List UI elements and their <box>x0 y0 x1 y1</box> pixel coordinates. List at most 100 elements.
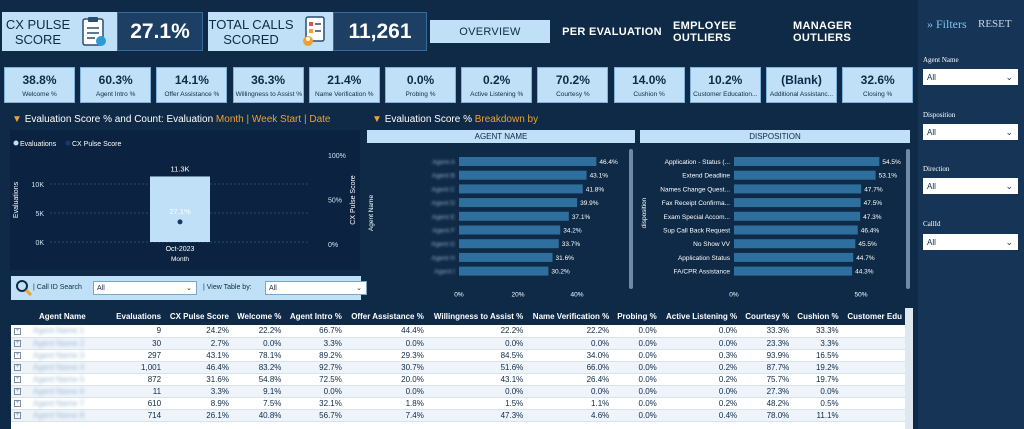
hbar[interactable] <box>734 184 862 194</box>
expand-row-icon[interactable]: + <box>14 375 21 383</box>
expand-row-icon[interactable]: + <box>14 351 21 359</box>
table-row[interactable]: + Agent Name 6 11 3.3% 9.1% 0.0% 0.0% 0.0% 0.0% 0… <box>11 385 905 398</box>
metric-card[interactable]: 60.3% Agent Intro % <box>80 67 152 103</box>
metric-card[interactable]: 14.1% Offer Assistance % <box>156 67 228 103</box>
table-cell: 0.0% <box>612 385 660 398</box>
reset-button[interactable]: RESET <box>978 18 1012 30</box>
table-row[interactable]: + Agent Name 2 30 2.7% 0.0% 3.3% 0.0% 0.0% 0.0% 0… <box>11 337 905 350</box>
hbar[interactable] <box>734 170 876 180</box>
table-cell: 9 <box>111 325 165 338</box>
filter-direction-select[interactable]: All ⌄ <box>923 178 1018 194</box>
column-header[interactable]: Courtesy % <box>740 308 793 325</box>
x-tick-label: 40% <box>570 291 583 298</box>
column-header[interactable]: Willingness to Assist % <box>426 308 527 325</box>
metric-card[interactable]: 14.0% Cushion % <box>613 67 685 103</box>
metric-value: (Blank) <box>781 73 822 87</box>
expand-row-icon[interactable]: + <box>14 387 21 395</box>
column-header[interactable]: Name Verification % <box>526 308 613 325</box>
column-header[interactable]: Evaluations <box>111 308 165 325</box>
metric-card[interactable]: 32.6% Closing % <box>842 67 914 103</box>
filter-callid-select[interactable]: All ⌄ <box>923 234 1018 250</box>
chart-scrollbar[interactable] <box>906 149 910 289</box>
table-scrollbar[interactable] <box>905 308 913 429</box>
metric-card[interactable]: 0.0% Probing % <box>385 67 456 103</box>
filter-agent-name-select[interactable]: All ⌄ <box>923 69 1018 85</box>
bar-category-label: No Show VV <box>693 241 731 248</box>
tab-per-evaluation[interactable]: PER EVALUATION <box>562 25 662 38</box>
x-tick-label: Oct-2023 <box>166 246 195 253</box>
agent-name: Agent Name 2 <box>33 338 85 348</box>
cx-pulse-point[interactable] <box>177 219 183 225</box>
filter-disposition-select[interactable]: All ⌄ <box>923 124 1018 140</box>
table-row[interactable]: + Agent Name 7 610 8.9% 7.5% 32.1% 1.8% 1.5% 1.1… <box>11 397 905 410</box>
hbar[interactable] <box>459 184 583 194</box>
table-row[interactable]: + Agent Name 3 297 43.1% 78.1% 89.2% 29.3% 84.5… <box>11 349 905 362</box>
chart-scrollbar[interactable] <box>629 149 633 289</box>
hbar[interactable] <box>459 198 578 208</box>
hbar[interactable] <box>734 239 856 249</box>
drill-month-link[interactable]: Month <box>215 114 244 125</box>
column-header[interactable]: Offer Assistance % <box>344 308 427 325</box>
hbar[interactable] <box>734 266 853 276</box>
column-header[interactable]: Welcome % <box>231 308 285 325</box>
chevron-down-icon: ⌄ <box>1005 71 1013 82</box>
table-cell: 297 <box>111 349 165 362</box>
hbar[interactable] <box>734 157 880 166</box>
metric-card[interactable]: (Blank) Additional Assistanc... <box>766 67 837 103</box>
hbar[interactable] <box>459 170 587 180</box>
filters-title[interactable]: » Filters <box>927 17 967 31</box>
table-cell: 26.1% <box>164 409 232 422</box>
hbar[interactable] <box>734 198 861 208</box>
table-cell: 84.5% <box>426 349 527 362</box>
drill-week-start-link[interactable]: Week Start <box>251 114 302 125</box>
table-row[interactable]: + Agent Name 1 9 24.2% 22.2% 66.7% 44.4% 22.2% 2… <box>11 325 905 338</box>
column-header[interactable]: Active Listening % <box>659 308 741 325</box>
metric-card[interactable]: 21.4% Name Verification % <box>308 67 380 103</box>
expand-row-icon[interactable]: + <box>14 411 21 419</box>
column-header[interactable]: Cushion % <box>792 308 842 325</box>
column-header[interactable]: Agent Name <box>11 308 111 325</box>
tab-employee-outliers[interactable]: EMPLOYEE OUTLIERS <box>673 19 737 44</box>
metric-card[interactable]: 38.8% Welcome % <box>4 67 75 103</box>
hbar[interactable] <box>734 225 858 235</box>
table-cell: 714 <box>111 409 165 422</box>
table-row[interactable]: + Agent Name 4 1,001 46.4% 83.2% 92.7% 30.7% 51… <box>11 361 905 374</box>
hbar[interactable] <box>459 211 569 221</box>
hbar[interactable] <box>734 211 861 221</box>
expand-row-icon[interactable]: + <box>14 399 21 407</box>
call-id-search-select[interactable]: All ⌄ <box>93 281 197 295</box>
collapse-triangle-icon[interactable]: ▼ <box>372 114 382 125</box>
collapse-triangle-icon[interactable]: ▼ <box>12 114 22 125</box>
hbar[interactable] <box>734 252 854 262</box>
expand-row-icon[interactable]: + <box>14 363 21 371</box>
column-header[interactable]: CX Pulse Score <box>164 308 232 325</box>
table-cell: 22.2% <box>426 325 527 338</box>
column-header[interactable]: Agent Intro % <box>284 308 345 325</box>
expand-row-icon[interactable]: + <box>14 327 21 335</box>
disposition-chart-panel: DISPOSITION disposition Application - Sta… <box>640 130 912 298</box>
table-row[interactable]: + Agent Name 8 714 26.1% 40.8% 56.7% 7.4% 47.3%… <box>11 409 905 422</box>
hbar[interactable] <box>459 266 549 276</box>
hbar[interactable] <box>459 239 559 249</box>
table-cell: 19.2% <box>792 361 842 374</box>
metric-card[interactable]: 70.2% Courtesy % <box>537 67 609 103</box>
table-cell: 0.0% <box>344 385 427 398</box>
tab-manager-outliers[interactable]: MANAGER OUTLIERS <box>793 19 852 44</box>
metric-card[interactable]: 36.3% Willingness to Assist % <box>232 67 304 103</box>
drill-date-link[interactable]: Date <box>309 114 331 125</box>
column-header[interactable]: Probing % <box>612 308 660 325</box>
metric-value: 70.2% <box>555 73 590 87</box>
hbar[interactable] <box>459 252 553 262</box>
hbar[interactable] <box>459 157 597 166</box>
metric-card[interactable]: 0.2% Active Listening % <box>461 67 533 103</box>
metric-card[interactable]: 10.2% Customer Education... <box>689 67 761 103</box>
view-table-by-select[interactable]: All ⌄ <box>265 281 367 295</box>
y-axis-title: Evaluations <box>13 181 20 218</box>
column-header[interactable]: Customer Edu <box>841 308 905 325</box>
breakdown-by-link[interactable]: Breakdown by <box>474 114 539 125</box>
table-row[interactable]: + Agent Name 5 872 31.6% 54.8% 72.5% 20.0% 43.1… <box>11 373 905 386</box>
evaluations-bar[interactable] <box>150 176 210 242</box>
expand-row-icon[interactable]: + <box>14 339 21 347</box>
tab-overview[interactable]: OVERVIEW <box>430 20 550 43</box>
hbar[interactable] <box>459 225 561 235</box>
